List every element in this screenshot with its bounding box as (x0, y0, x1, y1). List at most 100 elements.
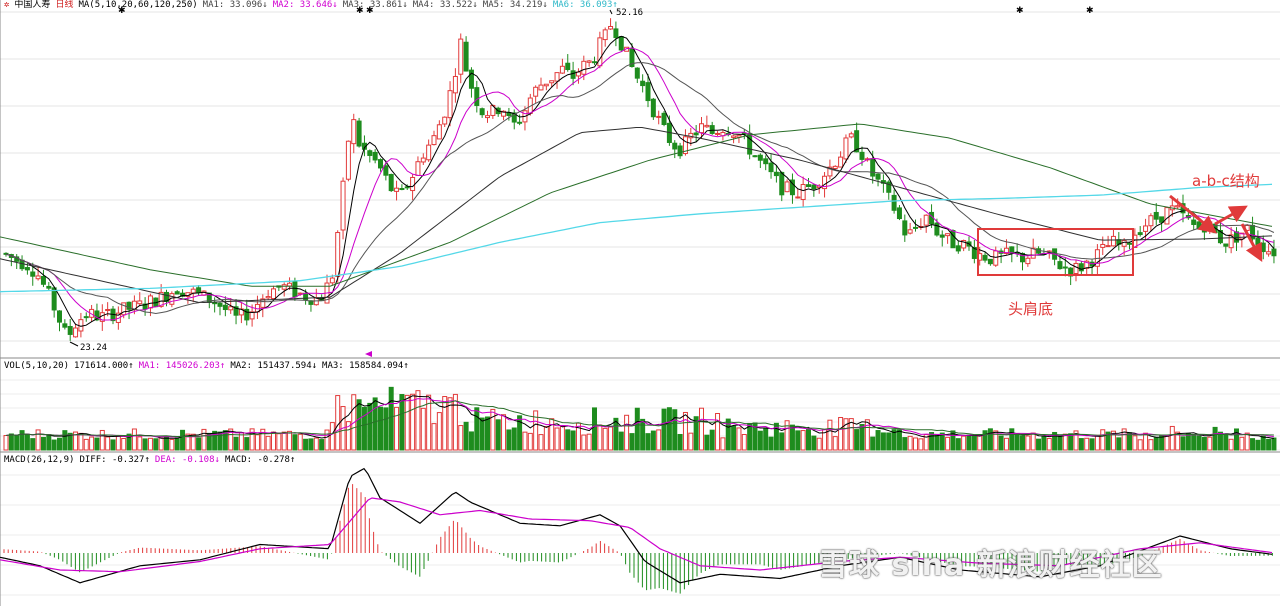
volume-bar (608, 426, 614, 451)
candle-body (212, 302, 218, 305)
volume-bar (1132, 435, 1138, 451)
volume-bar (661, 408, 667, 451)
candle-body (158, 291, 164, 307)
volume-bar (902, 437, 908, 451)
volume-bar (447, 397, 453, 451)
period-label[interactable]: 日线 (55, 0, 74, 10)
vol-ma3: MA3: 158584.094↑ (322, 361, 409, 371)
volume-bar (549, 418, 555, 451)
candle-body (399, 188, 405, 191)
candle-body (431, 135, 437, 146)
volume-bar (517, 415, 523, 451)
candle-body (891, 194, 897, 211)
candle-body (415, 161, 421, 176)
volume-bar (795, 430, 801, 451)
volume-bar (763, 427, 769, 451)
volume-bar (864, 419, 870, 451)
macd-lines (0, 467, 1273, 584)
volume-bar (83, 438, 89, 451)
volume-ma-line (5, 395, 1274, 439)
candle-body (1143, 225, 1149, 232)
candle-body (913, 226, 918, 229)
volume-bar (345, 421, 351, 451)
volume-bar (356, 399, 362, 451)
volume-bar (1153, 437, 1159, 451)
candle-body (715, 132, 721, 135)
candle-body (693, 132, 699, 136)
candle-body (121, 302, 127, 316)
volume-bar (886, 432, 892, 451)
candle-body (533, 86, 539, 97)
candle-body (1260, 242, 1266, 253)
volume-bar (757, 430, 763, 451)
volume-bar (699, 407, 704, 451)
volume-bar (682, 411, 688, 451)
candle-body (67, 325, 73, 335)
candle-body (46, 285, 52, 289)
volume-bar (779, 432, 785, 451)
volume-bar (14, 435, 20, 451)
annotation-marks: ✱ ✱ ✱ ✱ ✱ (69, 6, 1263, 357)
volume-header: VOL(5,10,20) 171614.000↑ MA1: 145026.203↑ M… (4, 361, 414, 372)
candle-body (773, 171, 779, 177)
volume-bar (768, 436, 774, 451)
volume-bar (426, 394, 432, 451)
volume-bar (1100, 429, 1106, 451)
volume-bar (201, 428, 207, 451)
candle-body (640, 80, 646, 87)
volume-bar (543, 426, 549, 451)
volume-bar (137, 436, 143, 451)
candle-body (811, 184, 817, 190)
abc-arrow (1169, 194, 1218, 234)
candle-body (1159, 216, 1165, 223)
volume-bar (249, 428, 255, 451)
volume-bar (741, 434, 747, 451)
candle-body (62, 323, 68, 328)
candle-body (292, 280, 298, 298)
watermark: 雪球 sina 新浪财经社区 (818, 548, 1163, 583)
volume-bar (399, 394, 405, 451)
candle-body (351, 119, 357, 145)
candle-body (779, 171, 785, 196)
candle-body (1223, 243, 1229, 247)
candle-body (345, 140, 351, 180)
volume-bar (174, 437, 180, 451)
volume-bar (35, 429, 41, 451)
candle-body (923, 214, 929, 226)
candle-body (709, 125, 715, 134)
volume-bar (645, 433, 651, 451)
candle-body (699, 123, 704, 134)
volume-bar (436, 412, 442, 451)
volume-bar (62, 430, 68, 451)
candle-body (265, 296, 271, 299)
event-marker: ✱ (356, 6, 364, 16)
candle-body (854, 130, 860, 153)
volume-bar (1094, 434, 1100, 451)
candle-body (581, 60, 587, 75)
volume-bar (1009, 428, 1015, 451)
volume-bar (966, 434, 972, 451)
macd-params: MACD(26,12,9) (4, 455, 75, 465)
volume-bar (329, 422, 335, 451)
dea-line (0, 497, 1273, 573)
event-marker: ✱ (1086, 6, 1094, 16)
candle-body (126, 301, 132, 310)
candle-body (800, 184, 806, 200)
volume-bar (672, 409, 678, 451)
candle-body (848, 133, 854, 138)
candle-body (1217, 230, 1223, 244)
candle-body (704, 124, 710, 128)
volume-bar (361, 406, 367, 451)
candle-body (420, 157, 426, 163)
volume-bar (458, 425, 464, 451)
volume-bar (1169, 425, 1175, 451)
candle-body (228, 306, 234, 311)
volume-bar (929, 432, 935, 451)
candle-body (1121, 239, 1127, 247)
volume-bar (1201, 436, 1207, 451)
candle-body (73, 327, 79, 338)
volume-bar (1089, 438, 1095, 451)
volume-bar (126, 433, 132, 451)
candle-body (485, 115, 490, 119)
volume-bar (945, 436, 951, 451)
